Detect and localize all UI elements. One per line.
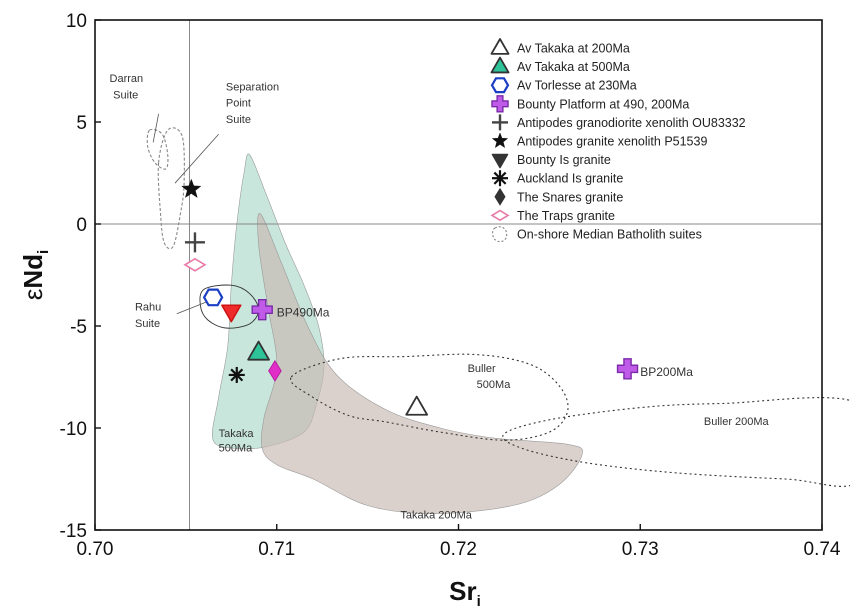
annotation-bp490ma: BP490Ma xyxy=(277,306,330,320)
annotation-suite: Suite xyxy=(226,114,251,126)
legend-label: Antipodes granite xenolith P51539 xyxy=(517,135,707,149)
x-tick-label: 0.74 xyxy=(804,539,841,560)
legend-marker-diamond xyxy=(494,187,506,206)
point-auckland-is-granite xyxy=(228,366,245,383)
annotation-takaka-200ma: Takaka 200Ma xyxy=(400,510,472,522)
legend-label: Bounty Is granite xyxy=(517,153,611,167)
outline-separation-point-suite xyxy=(157,127,185,250)
point-antipodes-granodiorite-xenolith-ou83332 xyxy=(184,232,205,253)
point-av-torlesse-at-230ma xyxy=(202,288,224,307)
point-av-takaka-at-200ma xyxy=(405,395,429,416)
legend-marker-star xyxy=(491,132,509,149)
annotation-500ma: 500Ma xyxy=(219,442,254,454)
legend-item-av-takaka-at-500ma: Av Takaka at 500Ma xyxy=(490,56,630,74)
y-tick-label: 10 xyxy=(66,11,87,32)
legend-marker-asterisk xyxy=(492,170,508,187)
x-tick-label: 0.71 xyxy=(258,539,295,560)
annotation-separation: Separation xyxy=(226,81,279,93)
annotation-bp200ma: BP200Ma xyxy=(640,365,693,379)
point-the-traps-granite xyxy=(183,257,207,272)
annotation-suite: Suite xyxy=(113,89,138,101)
annotation-rahu: Rahu xyxy=(135,302,161,314)
legend-item-av-torlesse-at-230ma: Av Torlesse at 230Ma xyxy=(490,77,637,94)
ticks-layer: 0.70 0.71 0.72 0.73 0.74 10 5 0 -5 -10 -15 xyxy=(60,11,841,560)
leader-line xyxy=(176,301,208,315)
y-tick-label: -10 xyxy=(60,419,87,440)
legend-marker-triangle-up xyxy=(490,56,510,74)
point-bounty-platform-at-200ma xyxy=(616,358,639,380)
legend: Av Takaka at 200Ma Av Takaka at 500Ma Av T… xyxy=(490,38,746,243)
legend-label: On-shore Median Batholith suites xyxy=(517,228,702,242)
annotation-point: Point xyxy=(226,98,251,110)
legend-label: The Traps granite xyxy=(517,209,615,223)
y-axis-title: εNdi xyxy=(18,250,52,300)
annotation-darran: Darran xyxy=(110,73,144,85)
legend-marker-triangle-up xyxy=(490,38,510,55)
point-av-takaka-at-500ma xyxy=(247,340,270,361)
legend-marker-triangle-down xyxy=(491,153,509,169)
region-takaka-200ma-field xyxy=(257,213,583,515)
y-tick-label: -15 xyxy=(60,521,87,542)
legend-item-the-traps-granite: The Traps granite xyxy=(490,209,615,223)
legend-item-auckland-is-granite: Auckland Is granite xyxy=(492,170,623,187)
x-tick-label: 0.70 xyxy=(77,539,114,560)
leader-lines xyxy=(152,113,219,315)
outlines-layer xyxy=(146,127,850,487)
y-tick-label: 0 xyxy=(76,215,87,236)
outline-buller-200ma xyxy=(502,397,850,487)
annotation-suite: Suite xyxy=(135,318,160,330)
legend-label: Av Torlesse at 230Ma xyxy=(517,79,637,93)
y-tick-label: 5 xyxy=(76,113,87,134)
legend-label: Av Takaka at 200Ma xyxy=(517,42,630,56)
leader-line xyxy=(174,133,219,184)
axis-titles: Sri εNdi xyxy=(18,250,481,610)
regions-layer xyxy=(212,153,583,515)
y-tick-label: -5 xyxy=(70,317,87,338)
annotation-takaka: Takaka xyxy=(219,428,255,440)
point-the-snares-granite xyxy=(268,359,282,382)
point-bounty-is-granite xyxy=(221,304,242,323)
outline-rahu-suite xyxy=(199,284,260,329)
points-layer xyxy=(181,178,639,416)
annotation-buller: Buller xyxy=(468,363,496,375)
legend-label: The Snares granite xyxy=(517,190,623,204)
annotation-buller-200ma: Buller 200Ma xyxy=(704,416,770,428)
legend-label: Bounty Platform at 490, 200Ma xyxy=(517,97,689,111)
x-axis-title: Sri xyxy=(449,576,481,610)
legend-marker-hexagon xyxy=(490,77,510,94)
legend-marker-thin-plus xyxy=(492,114,508,131)
legend-marker-thick-plus xyxy=(491,95,509,113)
legend-item-antipodes-granite-xenolith-p51539: Antipodes granite xenolith P51539 xyxy=(491,132,707,149)
legend-marker-dashed-outline xyxy=(492,226,508,243)
legend-item-bounty-is-granite: Bounty Is granite xyxy=(491,153,611,169)
legend-label: Av Takaka at 500Ma xyxy=(517,60,630,74)
legend-item-the-snares-granite: The Snares granite xyxy=(494,187,623,206)
legend-marker-diamond-wide xyxy=(490,209,510,222)
x-tick-label: 0.72 xyxy=(440,539,477,560)
legend-label: Auckland Is granite xyxy=(517,172,623,186)
legend-label: Antipodes granodiorite xenolith OU83332 xyxy=(517,116,746,130)
annotation-500ma: 500Ma xyxy=(477,379,512,391)
reference-lines xyxy=(95,20,822,530)
legend-item-antipodes-granodiorite-xenolith-ou83332: Antipodes granodiorite xenolith OU83332 xyxy=(492,114,746,131)
outline-darran-suite xyxy=(146,128,169,170)
x-tick-label: 0.73 xyxy=(622,539,659,560)
point-bounty-platform-at-490ma xyxy=(251,298,273,321)
legend-item-bounty-platform-at-490-200ma: Bounty Platform at 490, 200Ma xyxy=(491,95,689,113)
legend-item-av-takaka-at-200ma: Av Takaka at 200Ma xyxy=(490,38,630,56)
annotations-layer: BP490Ma BP200Ma Takaka 500Ma Takaka 200Ma Bul… xyxy=(110,73,770,522)
legend-item-on-shore-median-batholith-suites: On-shore Median Batholith suites xyxy=(492,226,702,243)
point-antipodes-granite-xenolith-p51539 xyxy=(181,178,202,198)
leader-line xyxy=(152,113,160,143)
